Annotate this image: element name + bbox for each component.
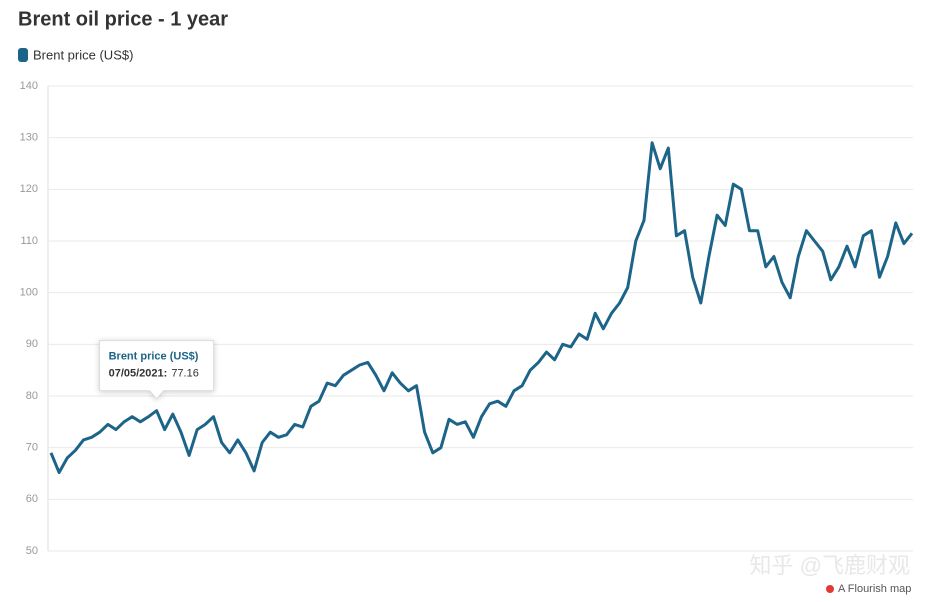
line (49, 141, 914, 474)
tooltip-value: 77.16 (171, 368, 199, 380)
tooltip-title: Brent price (US$) (109, 351, 199, 363)
legend-label: Brent price (US$) (33, 47, 133, 62)
tooltip: Brent price (US$) 07/05/2021: 77.16 (99, 340, 215, 400)
y-tick-label: 120 (20, 183, 38, 195)
y-tick-label: 60 (26, 493, 38, 505)
y-tick-label: 70 (26, 442, 38, 454)
y-tick-label: 90 (26, 338, 38, 350)
tooltip-date: 07/05/2021: (109, 368, 168, 380)
y-tick-label: 140 (20, 80, 38, 92)
y-tick-label: 80 (26, 390, 38, 402)
watermark: 知乎 @飞鹿财观 (750, 553, 910, 578)
tooltip-box (99, 340, 215, 400)
credit: A Flourish map (838, 583, 911, 595)
y-tick-label: 130 (20, 132, 38, 144)
y-tick-label: 50 (26, 545, 38, 557)
credit-icon (826, 585, 834, 593)
y-tick-label: 100 (20, 287, 38, 299)
chart-title: Brent oil price - 1 year (18, 8, 228, 30)
y-tick-label: 110 (20, 235, 38, 247)
legend-swatch (18, 48, 28, 62)
